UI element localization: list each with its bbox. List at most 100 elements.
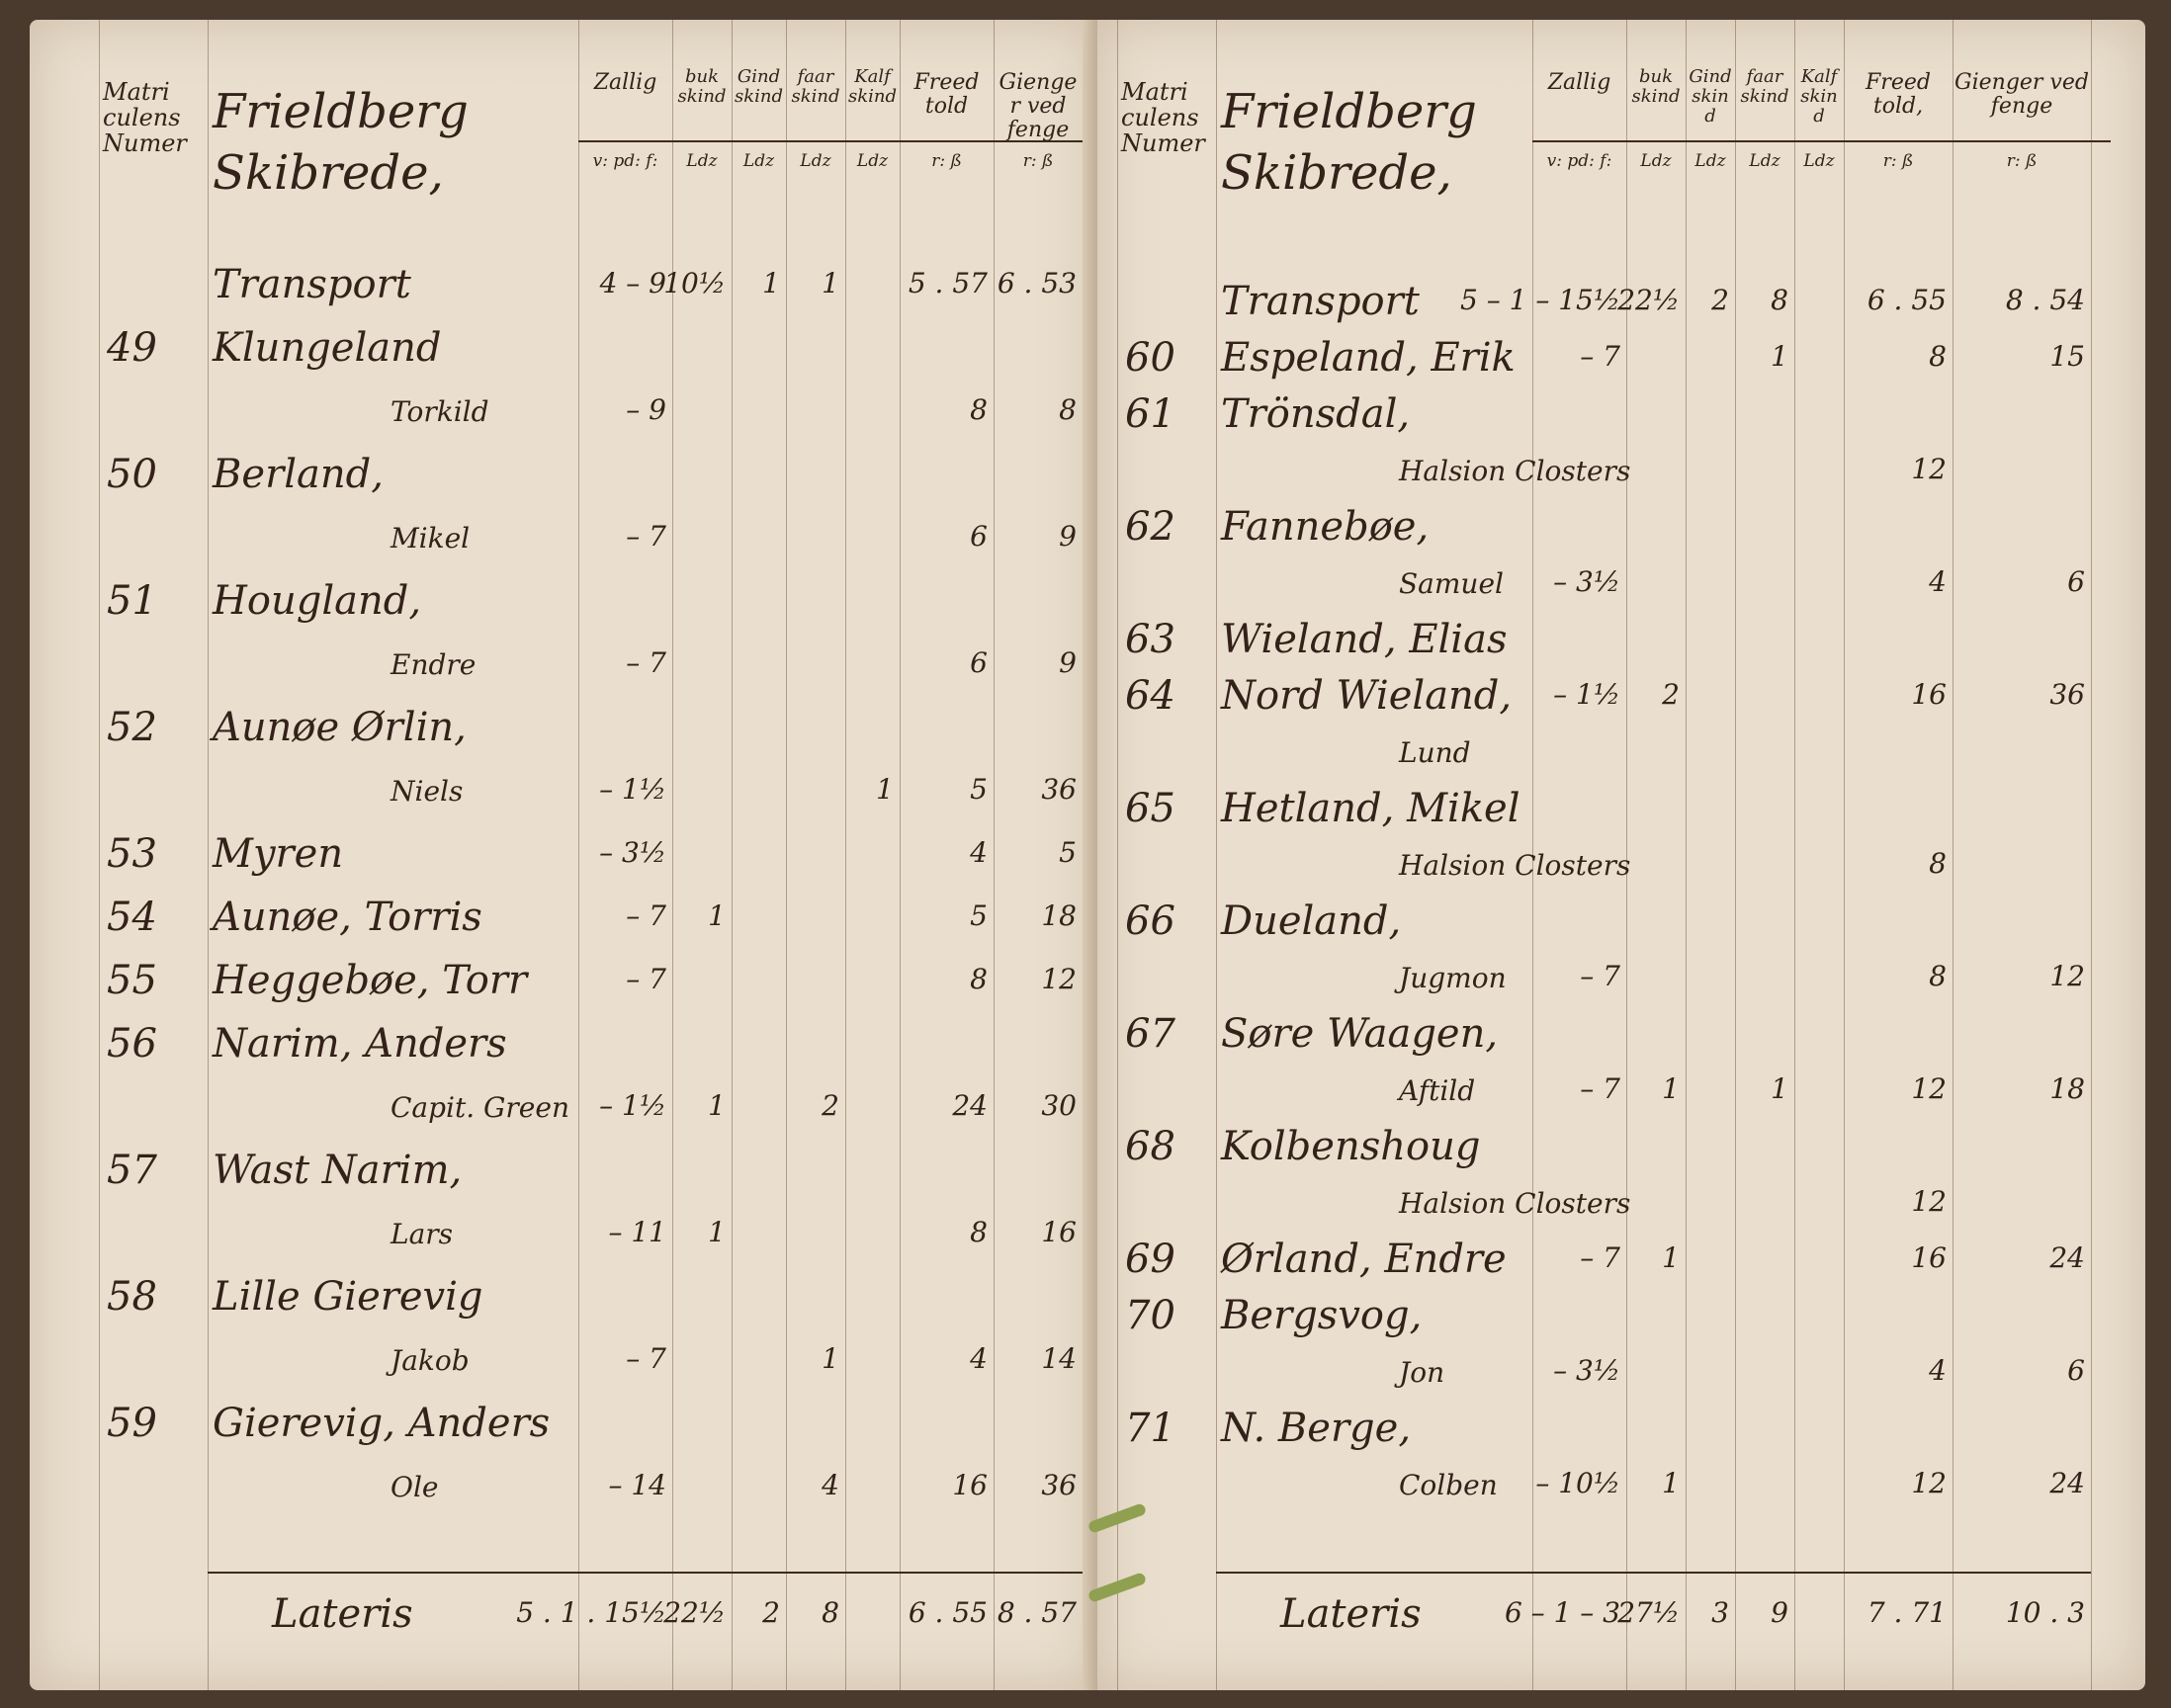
column-rule	[1686, 20, 1687, 1690]
cell-zallig: – 7	[626, 899, 666, 932]
cell-zallig: 4 – 9	[599, 267, 666, 299]
column-rule	[1532, 20, 1533, 1690]
cell-freed: 8	[1929, 960, 1947, 992]
occupant-name: Halsion Closters	[1399, 1187, 1631, 1220]
cell-buk: 1	[1662, 1467, 1680, 1499]
occupant-name: Aftild	[1399, 1074, 1476, 1107]
lateris-label: Lateris	[272, 1591, 413, 1637]
farm-name: Myren	[213, 831, 344, 877]
unit-label-kalf: Ldz	[856, 151, 889, 171]
cell-buk: 1	[1662, 1241, 1680, 1274]
cell-freed: 16	[1911, 1241, 1947, 1274]
matriculen-number: 70	[1125, 1293, 1175, 1338]
unit-label-gind: Ldz	[742, 151, 775, 171]
farm-name: Transport	[1221, 279, 1420, 324]
occupant-name: Ole	[391, 1471, 439, 1503]
cell-zallig: – 7	[1580, 1072, 1620, 1105]
column-rule	[1626, 20, 1627, 1690]
cell-freed: 4	[1929, 565, 1947, 598]
column-header-kalf: Kalf skind	[847, 66, 898, 107]
cell-freed: 4	[970, 836, 988, 869]
farm-name: Gierevig, Anders	[213, 1401, 551, 1446]
cell-zallig: – 7	[626, 520, 666, 553]
district-title: Frieldberg Skibrede,	[1221, 84, 1477, 201]
cell-gienger: 12	[2049, 960, 2085, 992]
farm-name: Hetland, Mikel	[1221, 786, 1520, 831]
unit-label-zallig: v: pd: f:	[592, 151, 658, 171]
matriculen-number: 65	[1125, 786, 1175, 831]
farm-name: Fannebøe,	[1221, 504, 1430, 550]
matriculen-number: 51	[107, 578, 157, 624]
cell-zallig: – 1½	[599, 1089, 666, 1122]
farm-name: Dueland,	[1221, 898, 1402, 944]
column-header-buk: buk skind	[677, 66, 727, 107]
cell-faar: 1	[822, 1342, 839, 1375]
farm-name: Heggebøe, Torr	[213, 958, 528, 1003]
column-rule	[2091, 20, 2092, 1690]
column-rule	[208, 20, 209, 1690]
occupant-name: Mikel	[391, 522, 471, 555]
farm-name: Wast Narim,	[213, 1148, 463, 1193]
column-header-faar: faar skind	[1740, 66, 1789, 107]
cell-gienger: 30	[1041, 1089, 1077, 1122]
cell-freed: 5 . 57	[908, 267, 988, 299]
matriculen-number: 54	[107, 895, 157, 940]
cell-zallig: – 7	[626, 646, 666, 679]
farm-name: Trönsdal,	[1221, 391, 1411, 437]
farm-name: Klungeland	[213, 325, 442, 371]
cell-gienger: 8 . 54	[2005, 284, 2085, 316]
farm-name: Wieland, Elias	[1221, 617, 1508, 662]
total-buk: 22½	[663, 1596, 726, 1629]
cell-buk: 1	[708, 1089, 726, 1122]
column-rule	[732, 20, 733, 1690]
matriculen-number: 56	[107, 1021, 157, 1067]
total-zallig: 5 . 1 . 15½	[516, 1596, 666, 1629]
cell-freed: 6	[970, 646, 988, 679]
total-rule	[1216, 1572, 2091, 1574]
matriculen-number: 64	[1125, 673, 1175, 719]
cell-gienger: 6 . 53	[997, 267, 1077, 299]
cell-zallig: – 7	[626, 1342, 666, 1375]
farm-name: N. Berge,	[1221, 1406, 1412, 1451]
farm-name: Espeland, Erik	[1221, 335, 1516, 381]
farm-name: Narim, Anders	[213, 1021, 507, 1067]
column-rule	[786, 20, 787, 1690]
cell-faar: 8	[1771, 284, 1788, 316]
total-rule	[208, 1572, 1083, 1574]
column-rule	[99, 20, 100, 1690]
occupant-name: Lars	[391, 1218, 454, 1250]
unit-label-kalf: Ldz	[1803, 151, 1835, 171]
cell-zallig: – 10½	[1535, 1467, 1620, 1499]
unit-label-zallig: v: pd: f:	[1546, 151, 1612, 171]
matriculens-numer-header: Matri culens Numer	[1121, 78, 1205, 157]
unit-label-faar: Ldz	[800, 151, 831, 171]
cell-zallig: – 3½	[1553, 1354, 1620, 1387]
cell-freed: 12	[1911, 1467, 1947, 1499]
cell-gienger: 36	[1041, 773, 1077, 806]
cell-faar: 2	[822, 1089, 839, 1122]
cell-buk: 1	[1662, 1072, 1680, 1105]
cell-gienger: 24	[2049, 1241, 2085, 1274]
total-freed: 6 . 55	[908, 1596, 988, 1629]
matriculen-number: 55	[107, 958, 157, 1003]
cell-zallig: – 1½	[1553, 678, 1620, 711]
matriculen-number: 66	[1125, 898, 1175, 944]
column-header-faar: faar skind	[791, 66, 840, 107]
cell-freed: 8	[970, 1216, 988, 1248]
total-gienger: 10 . 3	[2005, 1596, 2085, 1629]
cell-zallig: – 3½	[1553, 565, 1620, 598]
cell-gienger: 15	[2049, 340, 2085, 373]
farm-name: Ørland, Endre	[1221, 1237, 1507, 1282]
column-header-zallig: Zallig	[593, 70, 657, 95]
lateris-label: Lateris	[1280, 1591, 1422, 1637]
occupant-name: Lund	[1399, 736, 1471, 769]
total-gind: 3	[1711, 1596, 1729, 1629]
cell-freed: 24	[952, 1089, 988, 1122]
cell-zallig: – 7	[626, 963, 666, 995]
column-rule	[1844, 20, 1845, 1690]
unit-label-gienger: r: ß	[2006, 151, 2038, 171]
cell-zallig: – 14	[608, 1469, 666, 1501]
matriculen-number: 69	[1125, 1237, 1175, 1282]
column-header-gind: Gind skind	[734, 66, 784, 107]
cell-gienger: 36	[1041, 1469, 1077, 1501]
